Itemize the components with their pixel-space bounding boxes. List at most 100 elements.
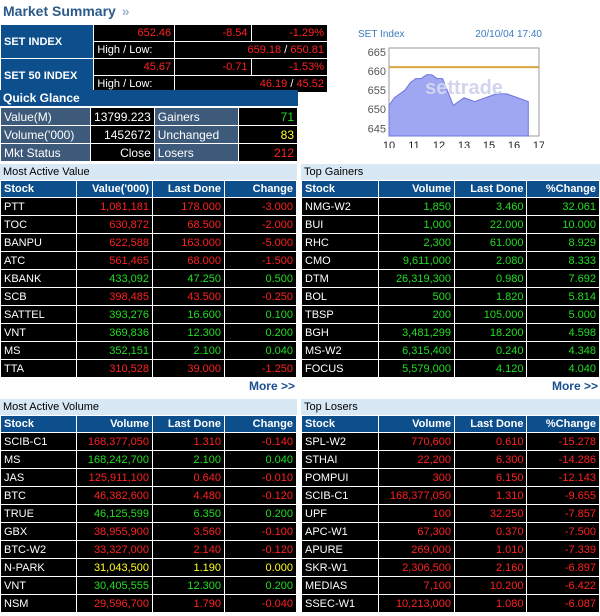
stock-symbol[interactable]: DTM bbox=[301, 269, 379, 288]
table-row[interactable]: MS 352,151 2.100 0.040 bbox=[0, 341, 297, 360]
column-header[interactable]: Volume bbox=[377, 415, 455, 433]
table-row[interactable]: TBSP 200 105.000 5.000 bbox=[301, 305, 600, 324]
table-row[interactable]: MEDIAS 7,100 10.200 -6.422 bbox=[301, 576, 600, 595]
table-row[interactable]: SCIB-C1 168,377,050 1.310 -9.655 bbox=[301, 486, 600, 505]
table-row[interactable]: APURE 269,000 1.010 -7.339 bbox=[301, 540, 600, 559]
table-row[interactable]: BTC-W2 33,327,000 2.140 -0.120 bbox=[0, 540, 297, 559]
stock-symbol[interactable]: TOC bbox=[0, 215, 77, 234]
stock-symbol[interactable]: BTC-W2 bbox=[0, 540, 77, 559]
stock-symbol[interactable]: VNT bbox=[0, 323, 77, 342]
column-header[interactable]: Last Done bbox=[152, 415, 225, 433]
table-row[interactable]: NMG-W2 1,850 3.460 32.061 bbox=[301, 197, 600, 216]
stock-symbol[interactable]: BGH bbox=[301, 323, 379, 342]
column-header[interactable]: Value('000) bbox=[76, 180, 153, 198]
table-row[interactable]: BGH 3,481,299 18.200 4.598 bbox=[301, 323, 600, 342]
column-header[interactable]: Stock bbox=[0, 415, 77, 433]
column-header[interactable]: Last Done bbox=[453, 180, 528, 198]
set50-index-label[interactable]: SET 50 INDEX bbox=[0, 58, 95, 93]
stock-symbol[interactable]: N-PARK bbox=[0, 558, 77, 577]
stock-symbol[interactable]: BTC bbox=[0, 486, 77, 505]
stock-symbol[interactable]: BANPU bbox=[0, 233, 77, 252]
stock-symbol[interactable]: POMPUI bbox=[301, 468, 379, 487]
stock-symbol[interactable]: PTT bbox=[0, 197, 77, 216]
table-row[interactable]: FOCUS 5,579,000 4.120 4.040 bbox=[301, 359, 600, 378]
column-header[interactable]: Last Done bbox=[453, 415, 528, 433]
column-header[interactable]: Last Done bbox=[152, 180, 225, 198]
table-row[interactable]: NSM 29,596,700 1.790 -0.040 bbox=[0, 594, 297, 613]
stock-symbol[interactable]: BUI bbox=[301, 215, 379, 234]
table-row[interactable]: BTC 46,382,600 4.480 -0.120 bbox=[0, 486, 297, 505]
column-header[interactable]: Volume bbox=[377, 180, 455, 198]
stock-symbol[interactable]: TBSP bbox=[301, 305, 379, 324]
table-row[interactable]: SPL-W2 770,600 0.610 -15.278 bbox=[301, 432, 600, 451]
table-row[interactable]: BANPU 622,588 163.000 -5.000 bbox=[0, 233, 297, 252]
stock-symbol[interactable]: MS bbox=[0, 450, 77, 469]
more-link[interactable]: More >> bbox=[551, 379, 598, 393]
stock-symbol[interactable]: MEDIAS bbox=[301, 576, 379, 595]
table-row[interactable]: ATC 561,465 68.000 -1.500 bbox=[0, 251, 297, 270]
table-row[interactable]: PTT 1,081,181 178.000 -3.000 bbox=[0, 197, 297, 216]
stock-symbol[interactable]: TRUE bbox=[0, 504, 77, 523]
column-header[interactable]: %Change bbox=[526, 415, 600, 433]
stock-symbol[interactable]: SPL-W2 bbox=[301, 432, 379, 451]
stock-symbol[interactable]: GBX bbox=[0, 522, 77, 541]
stock-symbol[interactable]: UPF bbox=[301, 504, 379, 523]
stock-symbol[interactable]: NSM bbox=[0, 594, 77, 613]
stock-symbol[interactable]: MS-W2 bbox=[301, 341, 379, 360]
stock-symbol[interactable]: ATC bbox=[0, 251, 77, 270]
table-row[interactable]: SCB 398,485 43.500 -0.250 bbox=[0, 287, 297, 306]
stock-symbol[interactable]: STHAI bbox=[301, 450, 379, 469]
chevron-right-icon[interactable]: » bbox=[121, 3, 130, 19]
table-row[interactable]: SKR-W1 2,306,500 2.160 -6.897 bbox=[301, 558, 600, 577]
table-row[interactable]: UPF 100 32.250 -7.857 bbox=[301, 504, 600, 523]
stock-symbol[interactable]: VNT bbox=[0, 576, 77, 595]
table-row[interactable]: BOL 500 1.820 5.814 bbox=[301, 287, 600, 306]
stock-symbol[interactable]: SKR-W1 bbox=[301, 558, 379, 577]
table-row[interactable]: TOC 630,872 68.500 -2.000 bbox=[0, 215, 297, 234]
table-row[interactable]: SSEC-W1 10,213,000 1.080 -6.087 bbox=[301, 594, 600, 613]
column-header[interactable]: Change bbox=[224, 180, 297, 198]
table-row[interactable]: MS-W2 6,315,400 0.240 4.348 bbox=[301, 341, 600, 360]
stock-symbol[interactable]: APC-W1 bbox=[301, 522, 379, 541]
stock-symbol[interactable]: SATTEL bbox=[0, 305, 77, 324]
table-row[interactable]: MS 168,242,700 2.100 0.040 bbox=[0, 450, 297, 469]
stock-symbol[interactable]: JAS bbox=[0, 468, 77, 487]
table-row[interactable]: RHC 2,300 61.000 8.929 bbox=[301, 233, 600, 252]
stock-symbol[interactable]: FOCUS bbox=[301, 359, 379, 378]
stock-symbol[interactable]: MS bbox=[0, 341, 77, 360]
table-row[interactable]: SCIB-C1 168,377,050 1.310 -0.140 bbox=[0, 432, 297, 451]
table-row[interactable]: DTM 26,319,300 0.980 7.692 bbox=[301, 269, 600, 288]
stock-symbol[interactable]: APURE bbox=[301, 540, 379, 559]
table-row[interactable]: TTA 310,528 39.000 -1.250 bbox=[0, 359, 297, 378]
table-row[interactable]: APC-W1 67,300 0.370 -7.500 bbox=[301, 522, 600, 541]
stock-symbol[interactable]: CMO bbox=[301, 251, 379, 270]
stock-symbol[interactable]: TTA bbox=[0, 359, 77, 378]
table-row[interactable]: BUI 1,000 22.000 10.000 bbox=[301, 215, 600, 234]
table-row[interactable]: STHAI 22,200 6.300 -14.286 bbox=[301, 450, 600, 469]
column-header[interactable]: Change bbox=[224, 415, 297, 433]
stock-symbol[interactable]: SSEC-W1 bbox=[301, 594, 379, 613]
stock-symbol[interactable]: SCB bbox=[0, 287, 77, 306]
column-header[interactable]: Stock bbox=[301, 415, 379, 433]
set-index-label[interactable]: SET INDEX bbox=[0, 24, 95, 59]
table-row[interactable]: VNT 369,836 12.300 0.200 bbox=[0, 323, 297, 342]
table-row[interactable]: SATTEL 393,276 16.600 0.100 bbox=[0, 305, 297, 324]
column-header[interactable]: Stock bbox=[0, 180, 77, 198]
table-row[interactable]: POMPUI 300 6.150 -12.143 bbox=[301, 468, 600, 487]
stock-symbol[interactable]: NMG-W2 bbox=[301, 197, 379, 216]
column-header[interactable]: %Change bbox=[526, 180, 600, 198]
stock-symbol[interactable]: SCIB-C1 bbox=[301, 486, 379, 505]
table-row[interactable]: KBANK 433,092 47.250 0.500 bbox=[0, 269, 297, 288]
table-row[interactable]: TRUE 46,125,599 6.350 0.200 bbox=[0, 504, 297, 523]
stock-symbol[interactable]: SCIB-C1 bbox=[0, 432, 77, 451]
table-row[interactable]: JAS 125,911,100 0.640 -0.010 bbox=[0, 468, 297, 487]
stock-symbol[interactable]: RHC bbox=[301, 233, 379, 252]
stock-symbol[interactable]: KBANK bbox=[0, 269, 77, 288]
stock-symbol[interactable]: BOL bbox=[301, 287, 379, 306]
table-row[interactable]: CMO 9,611,000 2.080 8.333 bbox=[301, 251, 600, 270]
table-row[interactable]: GBX 38,955,900 3.560 -0.100 bbox=[0, 522, 297, 541]
column-header[interactable]: Stock bbox=[301, 180, 379, 198]
table-row[interactable]: VNT 30,405,555 12.300 0.200 bbox=[0, 576, 297, 595]
table-row[interactable]: N-PARK 31,043,500 1.190 0.000 bbox=[0, 558, 297, 577]
more-link[interactable]: More >> bbox=[248, 379, 295, 393]
